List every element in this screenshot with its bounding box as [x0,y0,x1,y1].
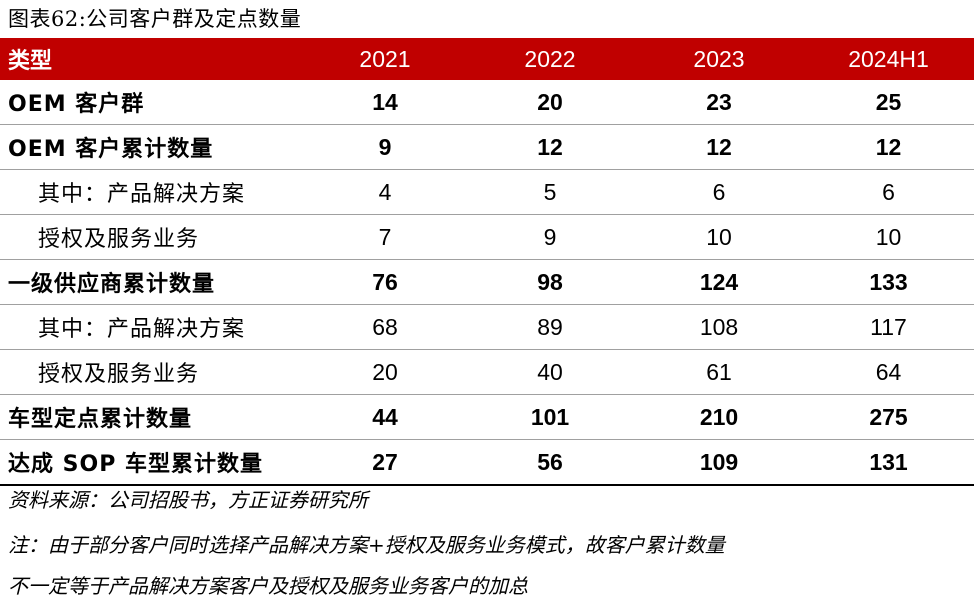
cell-value: 101 [465,394,635,440]
cell-value: 6 [635,169,803,215]
cell-value: 6 [803,169,974,215]
footnote-line-2: 不一定等于产品解决方案客户及授权及服务业务客户的加总 [8,574,528,598]
header-type: 类型 [0,38,305,80]
cell-value: 10 [635,214,803,260]
cell-value: 61 [635,349,803,395]
cell-value: 20 [305,349,465,395]
figure-title: 图表62:公司客户群及定点数量 [8,7,302,31]
cell-value: 25 [803,80,974,125]
header-2022: 2022 [465,38,635,80]
cell-value: 9 [465,214,635,260]
cell-value: 98 [465,259,635,305]
header-2024h1: 2024H1 [803,38,974,80]
table-header-row: 类型 2021 2022 2023 2024H1 [0,38,974,80]
cell-value: 76 [305,259,465,305]
row-label: 其中：产品解决方案 [0,169,305,215]
cell-value: 64 [803,349,974,395]
row-label: 车型定点累计数量 [0,394,305,440]
cell-value: 9 [305,124,465,170]
cell-value: 20 [465,80,635,125]
cell-value: 131 [803,439,974,486]
cell-value: 89 [465,304,635,350]
cell-value: 14 [305,80,465,125]
cell-value: 124 [635,259,803,305]
cell-value: 7 [305,214,465,260]
table-row: 一级供应商累计数量 76 98 124 133 [0,259,974,305]
cell-value: 27 [305,439,465,486]
table-row: 授权及服务业务 20 40 61 64 [0,349,974,395]
cell-value: 109 [635,439,803,486]
cell-value: 4 [305,169,465,215]
table-row: 其中：产品解决方案 68 89 108 117 [0,304,974,350]
cell-value: 12 [803,124,974,170]
table-row: 车型定点累计数量 44 101 210 275 [0,394,974,440]
cell-value: 133 [803,259,974,305]
row-label: OEM 客户累计数量 [0,124,305,170]
cell-value: 10 [803,214,974,260]
table-row: 其中：产品解决方案 4 5 6 6 [0,169,974,215]
table-row: 授权及服务业务 7 9 10 10 [0,214,974,260]
customer-table: 类型 2021 2022 2023 2024H1 OEM 客户群 14 20 2… [0,38,974,486]
cell-value: 56 [465,439,635,486]
cell-value: 117 [803,304,974,350]
cell-value: 108 [635,304,803,350]
row-label: 达成 SOP 车型累计数量 [0,439,305,486]
footnote-line-1: 注：由于部分客户同时选择产品解决方案+授权及服务业务模式，故客户累计数量 [8,533,725,557]
cell-value: 23 [635,80,803,125]
header-2023: 2023 [635,38,803,80]
row-label: OEM 客户群 [0,80,305,125]
cell-value: 40 [465,349,635,395]
cell-value: 210 [635,394,803,440]
table-row: OEM 客户群 14 20 23 25 [0,80,974,125]
cell-value: 12 [465,124,635,170]
cell-value: 68 [305,304,465,350]
source-note: 资料来源：公司招股书，方正证券研究所 [8,488,368,512]
cell-value: 44 [305,394,465,440]
row-label: 授权及服务业务 [0,349,305,395]
cell-value: 275 [803,394,974,440]
cell-value: 5 [465,169,635,215]
header-2021: 2021 [305,38,465,80]
table-row: 达成 SOP 车型累计数量 27 56 109 131 [0,439,974,486]
table-row: OEM 客户累计数量 9 12 12 12 [0,124,974,170]
row-label: 一级供应商累计数量 [0,259,305,305]
row-label: 授权及服务业务 [0,214,305,260]
row-label: 其中：产品解决方案 [0,304,305,350]
cell-value: 12 [635,124,803,170]
